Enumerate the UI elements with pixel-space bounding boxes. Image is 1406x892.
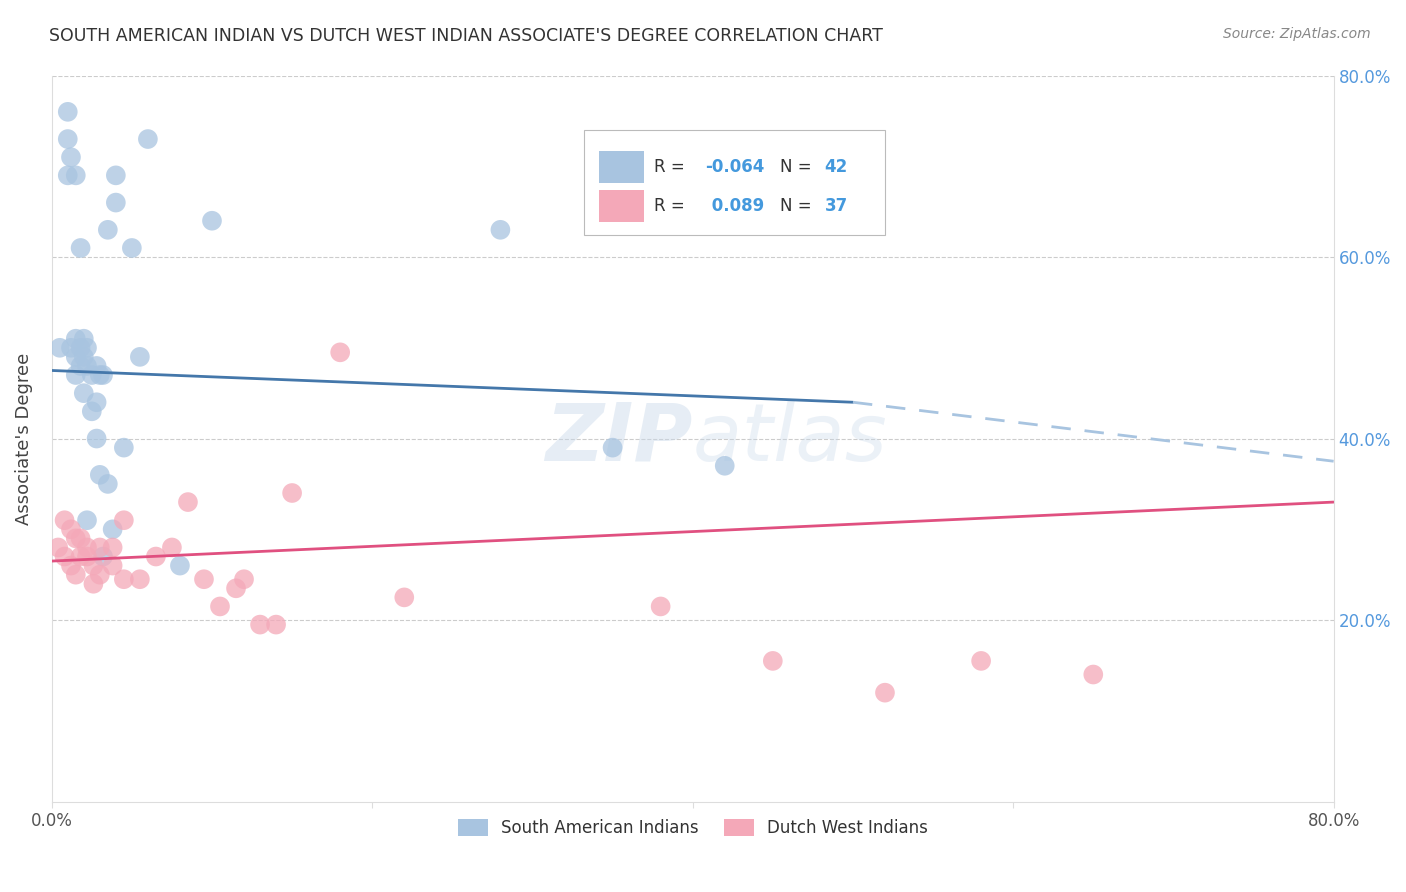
- Text: Source: ZipAtlas.com: Source: ZipAtlas.com: [1223, 27, 1371, 41]
- Point: [91, 549, 114, 564]
- Point: [193, 572, 215, 586]
- Point: [76, 513, 98, 527]
- Point: [46, 541, 69, 555]
- Point: [73, 350, 96, 364]
- Point: [329, 345, 352, 359]
- Point: [56, 169, 79, 183]
- Point: [59, 150, 82, 164]
- Point: [65, 567, 87, 582]
- Text: SOUTH AMERICAN INDIAN VS DUTCH WEST INDIAN ASSOCIATE'S DEGREE CORRELATION CHART: SOUTH AMERICAN INDIAN VS DUTCH WEST INDI…: [49, 27, 883, 45]
- Point: [73, 386, 96, 401]
- Point: [86, 359, 108, 373]
- Point: [76, 541, 98, 555]
- Point: [249, 617, 271, 632]
- Text: R =: R =: [654, 197, 690, 215]
- Point: [80, 368, 103, 382]
- Text: R =: R =: [654, 158, 690, 176]
- Point: [65, 169, 87, 183]
- Point: [86, 432, 108, 446]
- Point: [281, 486, 304, 500]
- Point: [69, 532, 91, 546]
- Point: [264, 617, 287, 632]
- Text: -0.064: -0.064: [706, 158, 765, 176]
- Point: [489, 223, 512, 237]
- Point: [873, 686, 896, 700]
- Point: [650, 599, 672, 614]
- Point: [80, 404, 103, 418]
- Point: [69, 359, 91, 373]
- Text: atlas: atlas: [693, 400, 887, 477]
- Point: [762, 654, 785, 668]
- Text: ZIP: ZIP: [546, 400, 693, 477]
- Point: [86, 395, 108, 409]
- Point: [76, 359, 98, 373]
- Point: [233, 572, 256, 586]
- Point: [89, 467, 111, 482]
- Point: [76, 341, 98, 355]
- Point: [136, 132, 159, 146]
- Point: [97, 477, 120, 491]
- Point: [65, 368, 87, 382]
- Point: [121, 241, 143, 255]
- Text: 42: 42: [825, 158, 848, 176]
- Point: [56, 104, 79, 119]
- Y-axis label: Associate's Degree: Associate's Degree: [15, 352, 32, 524]
- Point: [76, 549, 98, 564]
- Point: [89, 541, 111, 555]
- Point: [112, 441, 135, 455]
- Point: [104, 195, 127, 210]
- Point: [82, 576, 104, 591]
- Point: [713, 458, 735, 473]
- Point: [53, 549, 76, 564]
- Point: [602, 441, 624, 455]
- Point: [82, 558, 104, 573]
- Point: [177, 495, 200, 509]
- Point: [69, 241, 91, 255]
- Point: [145, 549, 167, 564]
- Point: [91, 368, 114, 382]
- Point: [69, 341, 91, 355]
- Point: [112, 572, 135, 586]
- Point: [101, 541, 124, 555]
- FancyBboxPatch shape: [599, 151, 644, 183]
- Point: [65, 532, 87, 546]
- Point: [65, 332, 87, 346]
- Point: [97, 223, 120, 237]
- Point: [394, 591, 416, 605]
- FancyBboxPatch shape: [583, 130, 884, 235]
- Point: [101, 522, 124, 536]
- Point: [160, 541, 183, 555]
- Point: [1083, 667, 1105, 681]
- Point: [112, 513, 135, 527]
- Text: 0.089: 0.089: [706, 197, 763, 215]
- Legend: South American Indians, Dutch West Indians: South American Indians, Dutch West India…: [451, 813, 935, 844]
- Point: [59, 341, 82, 355]
- Point: [73, 332, 96, 346]
- Point: [59, 522, 82, 536]
- Point: [56, 132, 79, 146]
- Text: 37: 37: [825, 197, 848, 215]
- Text: N =: N =: [780, 197, 817, 215]
- Point: [65, 350, 87, 364]
- Point: [201, 213, 224, 227]
- Point: [89, 567, 111, 582]
- Point: [49, 341, 72, 355]
- Point: [101, 558, 124, 573]
- Point: [89, 368, 111, 382]
- FancyBboxPatch shape: [599, 190, 644, 222]
- Point: [59, 558, 82, 573]
- Text: N =: N =: [780, 158, 817, 176]
- Point: [208, 599, 231, 614]
- Point: [169, 558, 191, 573]
- Point: [104, 169, 127, 183]
- Point: [69, 549, 91, 564]
- Point: [225, 582, 247, 596]
- Point: [128, 572, 150, 586]
- Point: [128, 350, 150, 364]
- Point: [53, 513, 76, 527]
- Point: [970, 654, 993, 668]
